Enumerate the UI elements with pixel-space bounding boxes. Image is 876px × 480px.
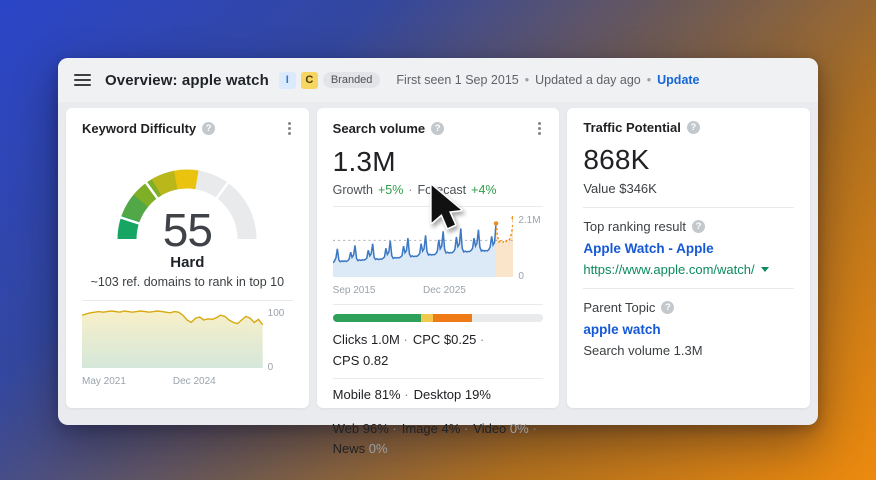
stat-item: CPC $0.25 · (412, 332, 485, 347)
mouse-cursor-icon (429, 184, 463, 230)
kd-history-xend: Dec 2024 (172, 376, 216, 387)
keyword-difficulty-title: Keyword Difficulty (82, 121, 197, 136)
kebab-menu-icon[interactable] (286, 120, 293, 137)
parent-topic-label: Parent Topic (583, 300, 656, 315)
keyword-badges: I C Branded (278, 71, 381, 89)
forecast-value: +4% (471, 183, 497, 197)
kd-score: 55 (162, 204, 213, 256)
distribution-segment-organic (332, 314, 422, 322)
kd-history-ymax: 100 (267, 308, 285, 319)
traffic-potential-panel: Traffic Potential ? 868K Value $346K Top… (567, 108, 811, 408)
stat-item: Mobile 81% · (332, 386, 409, 402)
stat-item: CPS 0.82 (332, 352, 389, 368)
header-meta: First seen 1 Sep 2015 • Updated a day ag… (396, 73, 700, 87)
top-ranking-url[interactable]: https://www.apple.com/watch/ (583, 262, 794, 277)
stat-rows: Clicks 1.0M · CPC $0.25 · CPS 0.82 Mobile 8… (332, 324, 544, 467)
top-ranking-label: Top ranking result (583, 219, 686, 234)
distribution-segment-paid (421, 314, 433, 322)
help-icon[interactable]: ? (661, 301, 675, 314)
growth-value: +5% (377, 183, 404, 197)
kd-gauge-chart (117, 169, 257, 240)
search-volume-chart[interactable] (332, 215, 516, 277)
stat-item: Image 4% · (401, 420, 469, 436)
stat-item: Web 96% · (332, 420, 397, 436)
sv-xend: Dec 2025 (423, 285, 466, 296)
help-icon[interactable]: ? (686, 121, 700, 134)
top-ranking-result-link[interactable]: Apple Watch - Apple (583, 241, 714, 256)
stat-row: Clicks 1.0M · CPC $0.25 · CPS 0.82 (332, 324, 544, 379)
keyword-difficulty-panel: Keyword Difficulty ? 55 Hard ~103 ref. d… (66, 108, 309, 408)
sv-ymax: 2.1M (518, 215, 541, 226)
intent-badge-commercial[interactable]: C (300, 71, 318, 89)
first-seen-text: First seen 1 Sep 2015 (396, 73, 519, 87)
kebab-menu-icon[interactable] (536, 120, 543, 137)
stat-item: Desktop 19% (413, 386, 491, 402)
parent-topic-volume: Search volume 1.3M (583, 343, 703, 358)
panels-row: Keyword Difficulty ? 55 Hard ~103 ref. d… (58, 102, 818, 456)
volume-stats: Clicks 1.0M · CPC $0.25 · CPS 0.82 Mobile 8… (332, 304, 544, 467)
stat-row: Mobile 81% · Desktop 19% (332, 379, 544, 413)
traffic-value-row: Value $346K (583, 181, 657, 196)
kd-gauge: 55 (107, 153, 267, 253)
kd-history-ymin: 0 (267, 362, 274, 373)
help-icon[interactable]: ? (691, 220, 705, 233)
traffic-potential-value: 868K (583, 144, 650, 175)
top-ranking-section: Top ranking result ? Apple Watch - Apple… (583, 207, 795, 277)
stat-item: News 0% (332, 441, 388, 457)
parent-topic-link[interactable]: apple watch (583, 322, 661, 337)
distribution-segment-other (432, 314, 472, 322)
kd-note: ~103 ref. domains to rank in top 10 (90, 275, 285, 289)
intent-badge-informational[interactable]: I (278, 71, 296, 89)
page-title: Overview: apple watch (105, 71, 269, 89)
branded-badge[interactable]: Branded (322, 72, 381, 88)
help-icon[interactable]: ? (431, 122, 445, 135)
window-header: Overview: apple watch I C Branded First … (58, 58, 818, 102)
search-volume-title: Search volume (332, 121, 426, 136)
parent-topic-section: Parent Topic ? apple watch Search volume… (583, 288, 795, 358)
distribution-segment-no-clicks (471, 314, 544, 322)
update-link[interactable]: Update (657, 73, 700, 87)
hamburger-menu-icon[interactable] (74, 74, 91, 86)
kd-level-label: Hard (170, 254, 205, 271)
sv-ymin: 0 (518, 271, 524, 282)
growth-row: Growth +5% · Forecast +4% (332, 183, 497, 197)
search-volume-value: 1.3M (332, 146, 396, 177)
traffic-potential-title: Traffic Potential (583, 120, 681, 135)
stat-row: Web 96% · Image 4% · Video 0% · News 0% (333, 413, 544, 467)
updated-text: Updated a day ago (535, 73, 641, 87)
search-volume-panel: Search volume ? 1.3M Growth +5% · Foreca… (316, 108, 560, 456)
clicks-distribution-bar (332, 314, 544, 322)
sv-xstart: Sep 2015 (332, 285, 376, 296)
overview-window: Overview: apple watch I C Branded First … (58, 58, 818, 456)
stat-item: Clicks 1.0M · (332, 332, 408, 347)
kd-history-chart[interactable] (81, 308, 264, 368)
chevron-down-icon[interactable] (760, 267, 769, 272)
kd-history-xstart: May 2021 (82, 376, 126, 387)
stat-item: Video 0% · (473, 420, 537, 436)
help-icon[interactable]: ? (202, 122, 216, 135)
kd-history-block: 100 0 May 2021 Dec 2024 (81, 300, 293, 387)
